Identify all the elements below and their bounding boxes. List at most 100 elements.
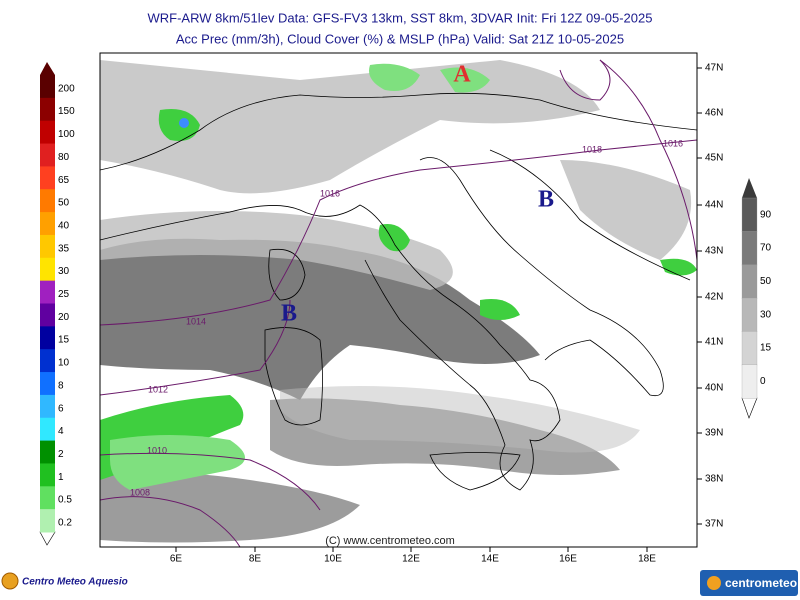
lon-label: 14E <box>481 554 499 565</box>
pressure-center: B <box>538 187 554 213</box>
scale-swatch <box>40 417 55 442</box>
scale-swatch <box>741 364 758 399</box>
scale-label: 6 <box>58 403 64 414</box>
scale-label: 65 <box>58 175 70 186</box>
scale-label: 150 <box>58 106 75 117</box>
isobar-label: 1016 <box>320 188 340 198</box>
lat-label: 41N <box>705 337 723 348</box>
scale-label: 200 <box>58 83 75 94</box>
isobar-label: 1014 <box>186 316 206 326</box>
scale-swatch <box>40 349 55 373</box>
header-line2: Acc Prec (mm/3h), Cloud Cover (%) & MSLP… <box>176 31 624 46</box>
isobar-labels: 1018 1016 1016 1014 1012 1010 1008 <box>130 138 683 497</box>
scale-swatch <box>40 166 55 190</box>
scale-swatch <box>741 331 758 366</box>
cloud-scale: 90 70 50 30 15 0 <box>741 178 772 419</box>
logo-icon <box>1 572 19 590</box>
scale-arrow <box>742 178 757 198</box>
right-logo-text: centrometeo <box>725 576 797 590</box>
scale-swatch <box>40 257 55 282</box>
scale-swatch <box>40 280 55 304</box>
pressure-center: B <box>281 301 297 327</box>
lat-label: 37N <box>705 519 723 530</box>
lat-label: 40N <box>705 383 723 394</box>
lat-label: 43N <box>705 246 723 257</box>
logo-icon <box>707 576 721 590</box>
lon-label: 16E <box>559 554 577 565</box>
scale-swatch <box>741 231 758 266</box>
scale-label: 4 <box>58 426 64 437</box>
lon-label: 8E <box>249 554 262 565</box>
scale-swatch <box>40 463 55 487</box>
scale-label: 10 <box>58 358 70 369</box>
lat-label: 39N <box>705 428 723 439</box>
scale-label: 50 <box>58 198 70 209</box>
right-logo: centrometeo <box>700 570 798 596</box>
scale-label: 2 <box>58 449 64 460</box>
lon-label: 12E <box>402 554 420 565</box>
isobars <box>99 59 698 548</box>
precipitation <box>100 63 697 490</box>
scale-label: 8 <box>58 380 64 391</box>
scale-label: 20 <box>58 312 70 323</box>
header-line1: WRF-ARW 8km/51lev Data: GFS-FV3 13km, SS… <box>148 10 653 25</box>
map: 47N 46N 45N 44N 43N 42N 41N 40N 39N 38N 37N 6E 8E 10… <box>99 52 723 565</box>
scale-label: 40 <box>58 220 70 231</box>
scale-label: 35 <box>58 243 70 254</box>
isobar-label: 1010 <box>147 445 167 455</box>
scale-arrow <box>40 62 55 75</box>
scale-label: 15 <box>760 343 772 354</box>
scale-swatch <box>40 326 55 350</box>
isobar-label: 1016 <box>663 138 683 148</box>
pressure-centers: A B B <box>281 62 554 327</box>
longitude-labels: 6E 8E 10E 12E 14E 16E 18E <box>170 547 656 565</box>
pressure-center: A <box>453 62 471 88</box>
scale-swatch <box>741 197 758 232</box>
scale-label: 30 <box>760 309 772 320</box>
coastlines <box>99 92 698 491</box>
lon-label: 10E <box>324 554 342 565</box>
lat-label: 46N <box>705 108 723 119</box>
scale-arrow <box>741 397 758 419</box>
scale-label: 70 <box>760 243 772 254</box>
isobar-label: 1012 <box>148 384 168 394</box>
isobar-label: 1018 <box>582 144 602 154</box>
map-frame <box>99 52 698 548</box>
scale-swatch <box>40 143 55 167</box>
scale-swatch <box>40 212 55 236</box>
scale-swatch <box>40 372 55 396</box>
scale-label: 1 <box>58 472 64 483</box>
scale-label: 25 <box>58 289 70 300</box>
scale-label: 0 <box>760 376 766 387</box>
lat-label: 47N <box>705 63 723 74</box>
scale-label: 0.5 <box>58 495 72 506</box>
left-logo-text: Centro Meteo Aquesio <box>22 577 128 588</box>
scale-swatch <box>741 264 758 299</box>
lat-label: 44N <box>705 200 723 211</box>
scale-swatch <box>741 297 758 332</box>
scale-arrow <box>39 531 56 546</box>
scale-swatch <box>40 120 55 145</box>
scale-swatch <box>40 189 55 213</box>
scale-swatch <box>40 509 55 533</box>
scale-label: 80 <box>58 152 70 163</box>
lat-label: 45N <box>705 153 723 164</box>
scale-label: 15 <box>58 335 70 346</box>
scale-label: 100 <box>58 129 75 140</box>
logo-box <box>700 570 798 596</box>
lon-label: 6E <box>170 554 183 565</box>
scale-swatch <box>40 394 55 419</box>
scale-label: 30 <box>58 266 70 277</box>
lat-label: 42N <box>705 292 723 303</box>
precip-scale: 200 150 100 80 65 50 40 35 30 25 20 15 10 8 6 4 2 1 0.5 0.2 <box>39 62 75 546</box>
lat-label: 38N <box>705 474 723 485</box>
scale-label: 0.2 <box>58 518 72 529</box>
scale-label: 50 <box>760 276 772 287</box>
lon-label: 18E <box>638 554 656 565</box>
scale-swatch <box>40 97 55 122</box>
scale-swatch <box>40 486 55 510</box>
isobar-label: 1008 <box>130 487 150 497</box>
scale-swatch <box>40 75 55 99</box>
credit: (C) www.centrometeo.com <box>325 535 455 547</box>
